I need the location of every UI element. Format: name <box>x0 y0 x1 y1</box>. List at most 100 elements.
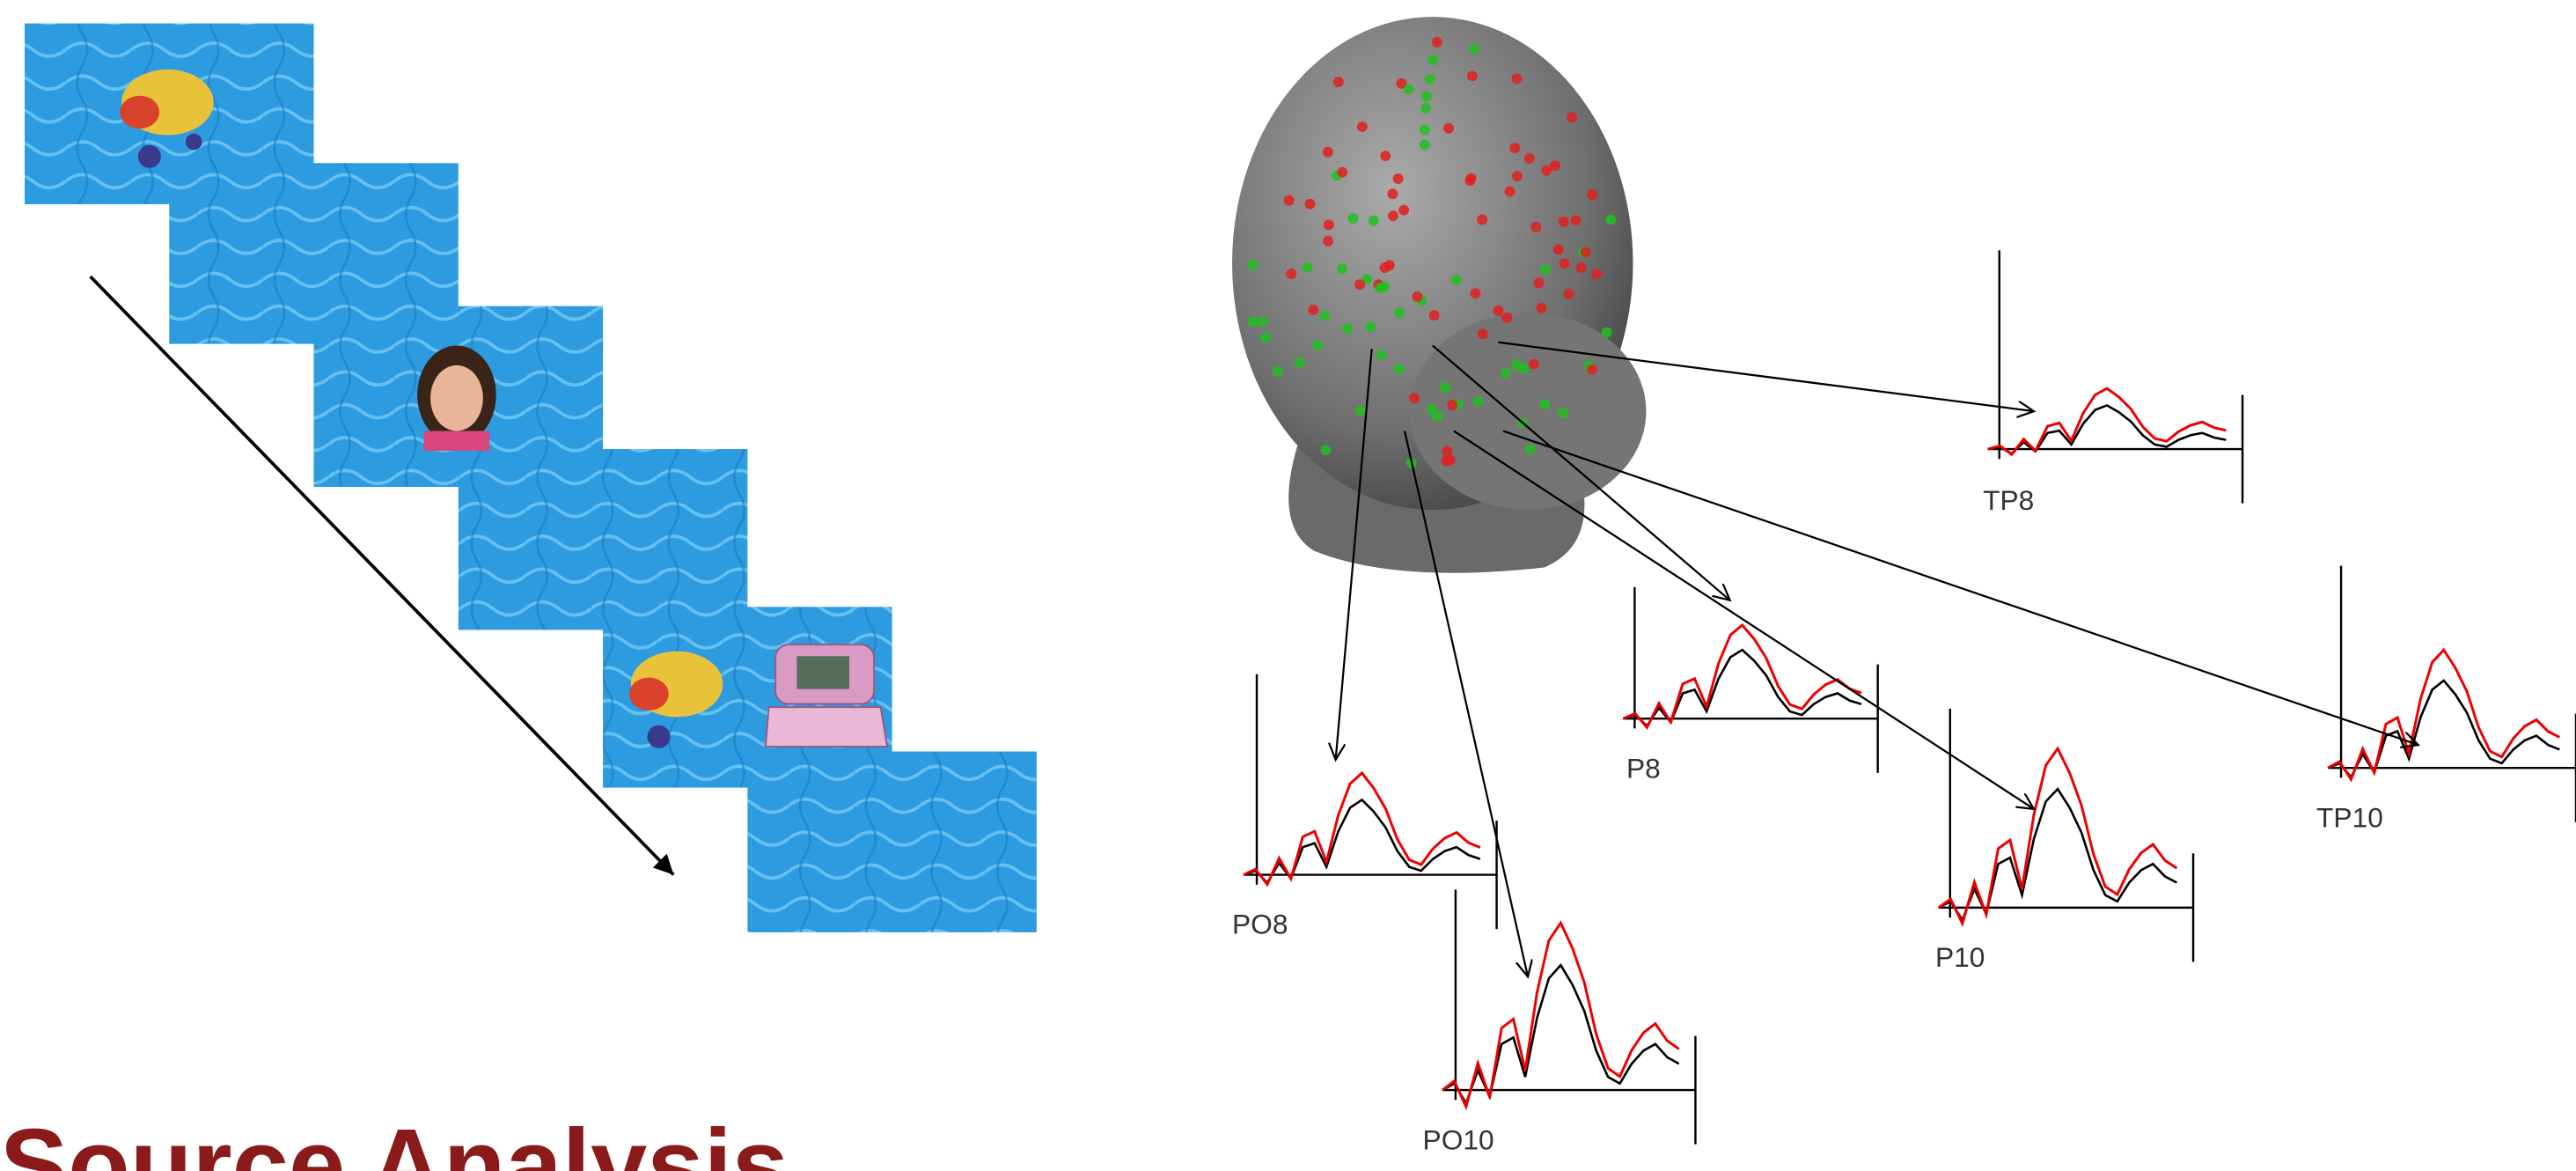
electrode-dot <box>1501 313 1512 323</box>
electrode-dot <box>1536 303 1546 313</box>
electrode-dot <box>1540 264 1551 275</box>
page: {"title": "Source Analysis", "electrodes… <box>0 0 2576 1171</box>
electrode-dot <box>1273 366 1283 377</box>
electrode-dot <box>1388 210 1398 221</box>
electrode-dot <box>1587 365 1597 375</box>
electrode-dot <box>1420 103 1431 114</box>
electrode-dot <box>1324 219 1334 230</box>
electrode-dot <box>1369 216 1379 226</box>
electrode-dot <box>1308 305 1318 315</box>
pointer-arrow <box>1454 431 2034 809</box>
electrode-label: P10 <box>1935 941 1985 973</box>
electrode-dot <box>1365 321 1376 332</box>
electrode-label: PO8 <box>1232 909 1288 940</box>
electrode-label: P8 <box>1626 752 1661 784</box>
electrode-dot <box>1286 269 1296 279</box>
electrode-dot <box>1605 214 1616 225</box>
trace-red <box>1939 748 2177 924</box>
electrode-dot <box>1432 37 1442 48</box>
electrode-dot <box>1477 214 1487 225</box>
electrode-dot <box>1394 307 1405 318</box>
electrode-dot <box>1505 187 1516 197</box>
electrode-dot <box>1261 333 1272 343</box>
electrode-dot <box>1421 91 1432 101</box>
electrode-dot <box>1354 279 1365 290</box>
electrode-dot <box>1342 323 1353 334</box>
electrode-dot <box>1493 306 1503 316</box>
electrode-dot <box>1425 74 1435 85</box>
electrode-dot <box>1471 288 1481 298</box>
electrode-dot <box>1478 328 1488 339</box>
electrode-dot <box>1312 340 1323 350</box>
electrode-dot <box>1466 173 1477 183</box>
electrode-dot <box>1379 281 1390 291</box>
trace-red <box>1442 923 1679 1107</box>
face <box>417 345 496 450</box>
trace-black <box>1244 799 1480 882</box>
trace-black <box>1623 650 1861 725</box>
electrode-dot <box>1467 70 1478 81</box>
electrode-dot <box>1409 393 1420 403</box>
electrode-dot <box>1560 258 1570 269</box>
electrode-dot <box>1305 199 1316 210</box>
electrode-dot <box>1347 213 1358 224</box>
electrode-dot <box>1440 382 1450 393</box>
erp-panel: TP10 <box>1503 431 2576 834</box>
electrode-dot <box>1248 317 1259 328</box>
electrode-dot <box>1319 311 1330 321</box>
electrode-dot <box>1539 399 1550 409</box>
electrode-dot <box>1553 244 1564 254</box>
electrode-dot <box>1525 444 1536 454</box>
trace-red <box>1623 625 1861 727</box>
electrode-dot <box>1469 44 1479 55</box>
slide-title: Source Analysis <box>0 1108 789 1171</box>
electrode-dot <box>1501 368 1511 379</box>
electrode-dot <box>1420 125 1430 136</box>
electrode-dot <box>1337 263 1347 274</box>
electrode-dot <box>1420 140 1430 151</box>
frame <box>747 752 1037 932</box>
electrode-dot <box>1427 404 1437 415</box>
electrode-dot <box>1429 310 1440 320</box>
electrode-dot <box>1303 262 1313 273</box>
electrode-dot <box>1524 153 1535 164</box>
electrode-label: TP8 <box>1983 484 2034 516</box>
electrode-dot <box>1337 167 1347 178</box>
pointer-arrow <box>1503 431 2418 746</box>
electrode-dot <box>1323 236 1333 247</box>
head-model <box>1232 17 1646 573</box>
electrode-dot <box>1284 195 1295 206</box>
electrode-dot <box>1447 400 1457 410</box>
electrode-dot <box>1387 188 1398 199</box>
electrode-dot <box>1581 247 1591 257</box>
electrode-dot <box>1451 275 1462 285</box>
figure: TP8 P8 PO8 PO10 P10 TP10 Source Analysis <box>0 0 2576 1171</box>
electrode-label: PO10 <box>1423 1123 1494 1155</box>
electrode-dot <box>1576 262 1587 273</box>
electrode-dot <box>1355 406 1366 416</box>
electrode-dot <box>1247 260 1258 270</box>
electrode-dot <box>1393 173 1404 184</box>
electrode-dot <box>1320 445 1331 455</box>
electrode-dot <box>1380 262 1391 273</box>
electrode-dot <box>1428 55 1439 65</box>
electrode-dot <box>1559 217 1569 227</box>
electrode-label: TP10 <box>2316 801 2383 833</box>
electrode-dot <box>1550 160 1560 171</box>
electrode-dot <box>1380 151 1391 161</box>
electrode-dot <box>1394 364 1405 374</box>
electrode-dot <box>1529 359 1539 370</box>
electrode-dot <box>1404 84 1414 94</box>
trace-red <box>1244 773 1480 885</box>
electrode-dot <box>1323 147 1333 158</box>
electrode-dot <box>1567 112 1577 122</box>
electrode-dot <box>1398 205 1409 216</box>
frame <box>459 449 748 630</box>
electrode-dot <box>1445 455 1456 466</box>
trace-red <box>1988 388 2227 454</box>
trace-black <box>2328 681 2559 777</box>
electrode-dot <box>1591 269 1602 279</box>
electrode-dot <box>1295 357 1305 368</box>
electrode-dot <box>1558 408 1568 418</box>
electrode-dot <box>1357 122 1368 132</box>
